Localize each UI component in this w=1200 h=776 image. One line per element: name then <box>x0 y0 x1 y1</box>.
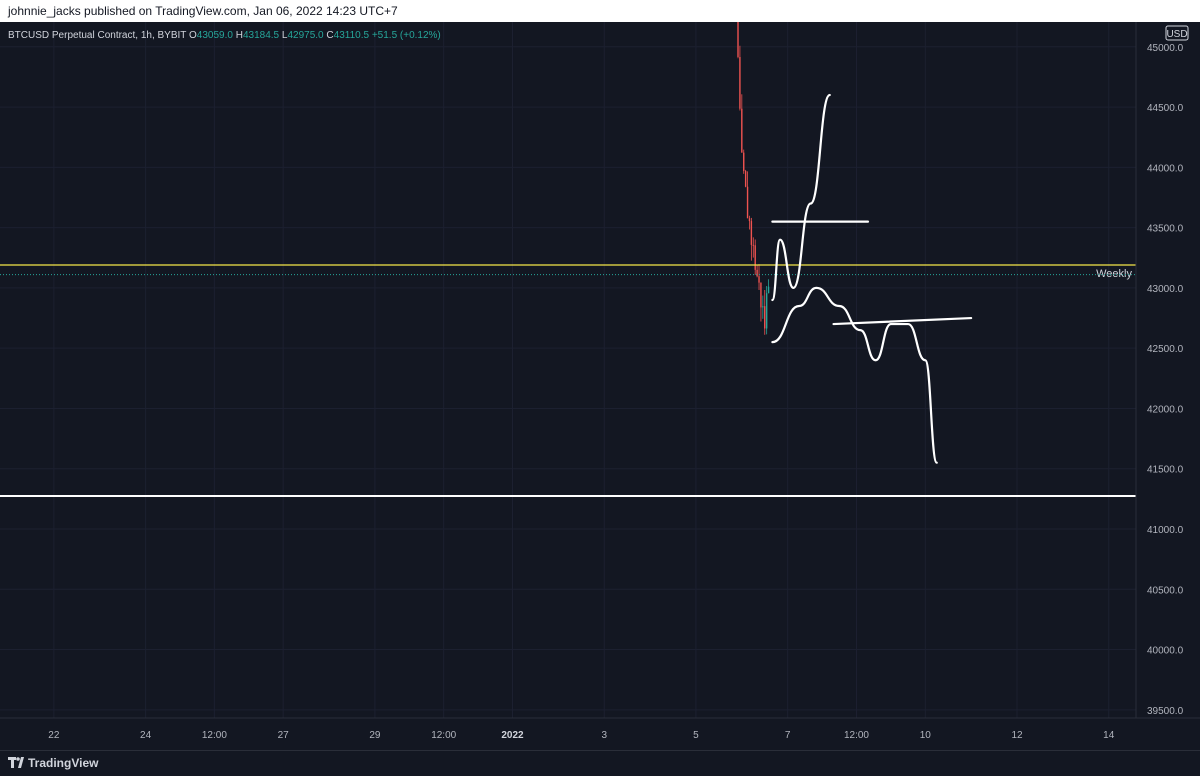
price-tick-label: 41500.0 <box>1147 465 1184 476</box>
candle-body <box>762 306 764 308</box>
candle-body <box>748 218 751 222</box>
candle-body <box>741 108 743 153</box>
time-tick-label: 12:00 <box>431 730 456 741</box>
price-axis: 39500.0 40000.0 40500.0 41000.0 41500.0 42000… <box>1135 22 1200 750</box>
time-tick-label: 27 <box>278 730 290 741</box>
price-tick-label: 44000.0 <box>1147 163 1184 174</box>
candle-body <box>744 170 747 187</box>
candle-body <box>756 269 758 277</box>
time-tick-label: 12 <box>1011 730 1023 741</box>
candle-body <box>760 282 762 308</box>
price-tick-label: 43500.0 <box>1147 224 1184 235</box>
high-label: H <box>236 30 243 41</box>
candle-body <box>758 276 760 283</box>
bearish-scenario-path[interactable] <box>771 286 938 464</box>
time-tick-label: 29 <box>369 730 381 741</box>
footer-bar: TradingView <box>0 750 1200 776</box>
time-tick-label: 3 <box>601 730 607 741</box>
candle-body <box>754 245 756 270</box>
publish-info-bar: johnnie_jacks published on TradingView.c… <box>0 0 1200 22</box>
change-value: +51.5 (+0.12%) <box>372 30 441 41</box>
price-chart[interactable]: 43190.0Weekly41274.043110.536:59 39500.0… <box>0 22 1200 750</box>
price-tick-label: 45000.0 <box>1147 43 1184 54</box>
close-label: C <box>326 30 333 41</box>
time-tick-label: 7 <box>785 730 791 741</box>
currency-badge-label: USD <box>1166 29 1187 40</box>
candle-body <box>739 56 741 109</box>
price-tick-label: 41000.0 <box>1147 525 1184 536</box>
open-label: O <box>189 30 197 41</box>
time-tick-label: 24 <box>140 730 152 741</box>
price-tick-label: 42000.0 <box>1147 404 1184 415</box>
symbol-label: BTCUSD Perpetual Contract, 1h, BYBIT <box>8 30 189 41</box>
price-tick-label: 40500.0 <box>1147 585 1184 596</box>
publisher-line: johnnie_jacks published on TradingView.c… <box>8 4 398 18</box>
time-tick-label: 10 <box>920 730 932 741</box>
candle-body <box>752 244 754 246</box>
footer-brand: TradingView <box>28 756 99 770</box>
candle-body <box>765 293 768 329</box>
ohlc-legend: BTCUSD Perpetual Contract, 1h, BYBIT O43… <box>8 30 441 41</box>
price-tick-label: 44500.0 <box>1147 103 1184 114</box>
price-axis-bg <box>1136 22 1200 750</box>
low-label: L <box>282 30 288 41</box>
bullish-scenario-path[interactable] <box>771 93 831 302</box>
price-tick-label: 39500.0 <box>1147 706 1184 717</box>
time-tick-label: 22 <box>48 730 60 741</box>
time-tick-label: 2022 <box>501 730 524 741</box>
open-value: 43059.0 <box>197 30 236 41</box>
hand-drawn-projections <box>771 93 973 464</box>
candle-body <box>743 152 745 171</box>
low-value: 42975.0 <box>287 30 326 41</box>
lower-drawn-line[interactable] <box>832 316 973 326</box>
weekly-line-label: Weekly <box>1096 268 1132 280</box>
high-value: 43184.5 <box>243 30 282 41</box>
time-tick-label: 12:00 <box>844 730 869 741</box>
time-tick-label: 5 <box>693 730 699 741</box>
price-tick-label: 43000.0 <box>1147 284 1184 295</box>
time-tick-label: 12:00 <box>202 730 227 741</box>
candle-body <box>750 221 753 245</box>
close-value: 43110.5 <box>334 30 372 41</box>
candlestick-series <box>737 22 770 335</box>
price-tick-label: 40000.0 <box>1147 646 1184 657</box>
candle-body <box>737 22 739 57</box>
currency-badge[interactable] <box>1165 25 1189 41</box>
candle-body <box>746 186 749 219</box>
price-tick-label: 42500.0 <box>1147 344 1184 355</box>
candle-body <box>764 306 766 329</box>
time-tick-label: 14 <box>1103 730 1115 741</box>
candle-body <box>767 286 770 294</box>
time-axis: 22 24 12:00 27 29 12:00 2022 3 5 7 12:00 10 12 14 <box>0 717 1200 741</box>
tradingview-logo-icon <box>8 757 24 768</box>
chart-legend: BTCUSD Perpetual Contract, 1h, BYBIT O43… <box>8 30 441 41</box>
